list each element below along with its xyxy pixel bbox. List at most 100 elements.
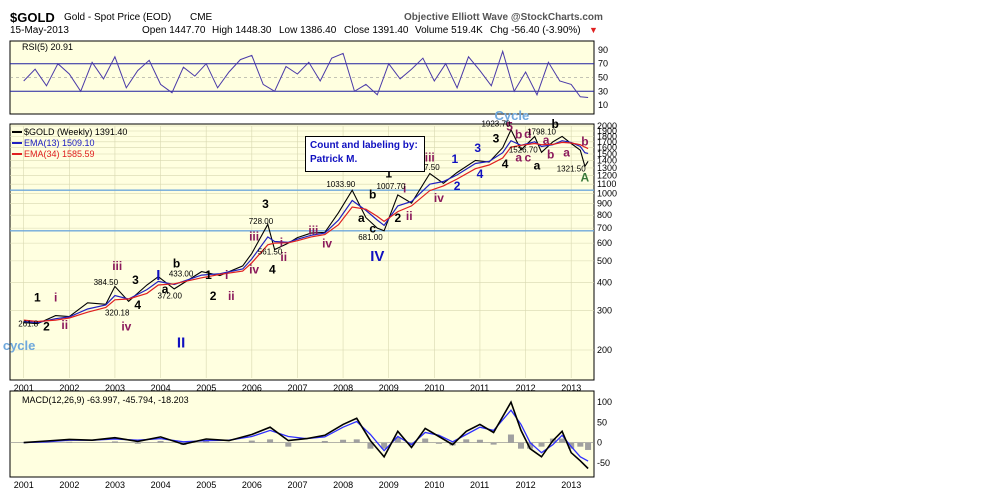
note-box: Count and labeling by: Patrick M. <box>305 136 425 172</box>
price-data-label: 1033.90 <box>326 180 355 189</box>
wave-label: i <box>403 181 406 195</box>
price-tick-label: 800 <box>597 210 612 220</box>
price-x-tick-label: 2010 <box>424 383 444 393</box>
wave-label: iii <box>249 230 259 244</box>
macd-x-tick-label: 2002 <box>59 480 79 490</box>
macd-panel <box>9 390 595 478</box>
price-series-2 <box>23 141 589 323</box>
price-data-label: 1007.70 <box>377 182 406 191</box>
price-tick-label: 300 <box>597 306 612 316</box>
macd-x-tick-label: 2010 <box>424 480 444 490</box>
price-x-tick-label: 2009 <box>379 383 399 393</box>
instrument-name: Gold - Spot Price (EOD) <box>64 12 172 23</box>
macd-histogram-bar <box>381 442 388 449</box>
wave-label: iii <box>112 259 122 273</box>
wave-label: b <box>547 148 554 162</box>
macd-tick-label: 0 <box>597 438 602 448</box>
price-tick-label: 700 <box>597 223 612 233</box>
macd-histogram-bar <box>435 442 442 444</box>
open-value: Open 1447.70 <box>142 25 206 36</box>
price-x-tick-label: 2005 <box>196 383 216 393</box>
price-tick-label: 1200 <box>597 171 617 181</box>
price-legend-entry: EMA(34) 1585.59 <box>24 149 95 159</box>
macd-x-tick-label: 2007 <box>287 480 307 490</box>
wave-label: iii <box>425 150 435 164</box>
price-tick-label: 1400 <box>597 156 617 166</box>
macd-histogram-bar <box>422 438 429 443</box>
macd-histogram-bar <box>353 439 360 443</box>
price-data-label: 1321.50 <box>557 165 586 174</box>
macd-x-tick-label: 2004 <box>151 480 171 490</box>
macd-tick-label: 50 <box>597 417 607 427</box>
rsi-tick-label: 70 <box>598 59 608 69</box>
wave-label: 3 <box>493 131 500 145</box>
macd-x-tick-label: 2009 <box>379 480 399 490</box>
macd-x-tick-label: 2005 <box>196 480 216 490</box>
wave-label: iv <box>434 191 444 205</box>
wave-label: b <box>515 127 522 141</box>
macd-histogram-bar <box>340 439 347 443</box>
wave-label: a <box>515 151 522 165</box>
price-series-1 <box>23 139 589 324</box>
wave-label: iii <box>308 224 318 238</box>
macd-histogram-bar <box>463 439 470 443</box>
wave-label: a <box>563 146 570 160</box>
low-value: Low 1386.40 <box>279 25 337 36</box>
wave-label: I <box>156 267 160 284</box>
price-tick-label: 200 <box>597 345 612 355</box>
rsi-tick-label: 10 <box>598 100 608 110</box>
macd-histogram-bar <box>476 439 483 443</box>
macd-histogram-bar <box>559 438 566 443</box>
wave-label: iv <box>249 262 259 276</box>
price-data-label: 1227.50 <box>411 163 440 172</box>
macd-tick-label: 100 <box>597 397 612 407</box>
macd-histogram-bar <box>394 437 401 443</box>
rsi-tick-label: 90 <box>598 45 608 55</box>
price-tick-label: 1100 <box>597 179 616 189</box>
wave-label: b <box>173 256 180 270</box>
wave-label: 4 <box>477 167 484 181</box>
price-tick-label: 500 <box>597 256 612 266</box>
source-credit: Objective Elliott Wave @StockCharts.com <box>404 12 603 23</box>
price-x-tick-label: 2006 <box>242 383 262 393</box>
wave-label: 2 <box>43 319 50 333</box>
price-tick-label: 1500 <box>597 149 617 159</box>
price-data-label: 384.50 <box>94 278 119 287</box>
price-tick-label: 1000 <box>597 188 617 198</box>
price-x-tick-label: 2003 <box>105 383 125 393</box>
wave-label: 4 <box>134 298 141 312</box>
price-tick-label: 2000 <box>597 121 617 131</box>
macd-histogram-bar <box>321 440 328 443</box>
macd-histogram-bar <box>507 434 514 443</box>
macd-histogram-bar <box>585 442 592 450</box>
macd-x-tick-label: 2008 <box>333 480 353 490</box>
rsi-line <box>23 49 589 98</box>
price-x-tick-label: 2001 <box>14 383 34 393</box>
wave-label: c <box>369 221 376 235</box>
price-data-label: 433.00 <box>169 270 194 279</box>
macd-title: MACD(12,26,9) -63.997, -45.794, -18.203 <box>22 395 189 405</box>
macd-histogram-bar <box>527 442 534 449</box>
macd-histogram-bar <box>577 442 584 447</box>
macd-histogram-bar <box>267 439 274 443</box>
high-value: High 1448.30 <box>212 25 272 36</box>
wave-label: 1 <box>452 152 459 166</box>
wave-label: A <box>581 171 590 185</box>
macd-histogram-bar <box>285 442 292 447</box>
price-tick-label: 1800 <box>597 131 617 141</box>
price-data-label: 261.8 <box>18 319 39 328</box>
price-tick-label: 1900 <box>597 126 617 136</box>
price-x-tick-label: 2008 <box>333 383 353 393</box>
wave-label: ii <box>61 318 68 332</box>
macd-histogram-bar <box>518 442 524 449</box>
wave-label: c <box>525 151 532 165</box>
wave-label: iv <box>322 236 332 250</box>
wave-label: 4 <box>269 262 276 276</box>
price-data-label: 320.18 <box>105 309 130 318</box>
rsi-title: RSI(5) 20.91 <box>22 42 73 52</box>
price-data-label: 372.00 <box>157 291 182 300</box>
wave-label: 3 <box>474 141 481 155</box>
change-down-icon: ▼ <box>589 25 598 35</box>
price-x-tick-label: 2012 <box>516 383 536 393</box>
